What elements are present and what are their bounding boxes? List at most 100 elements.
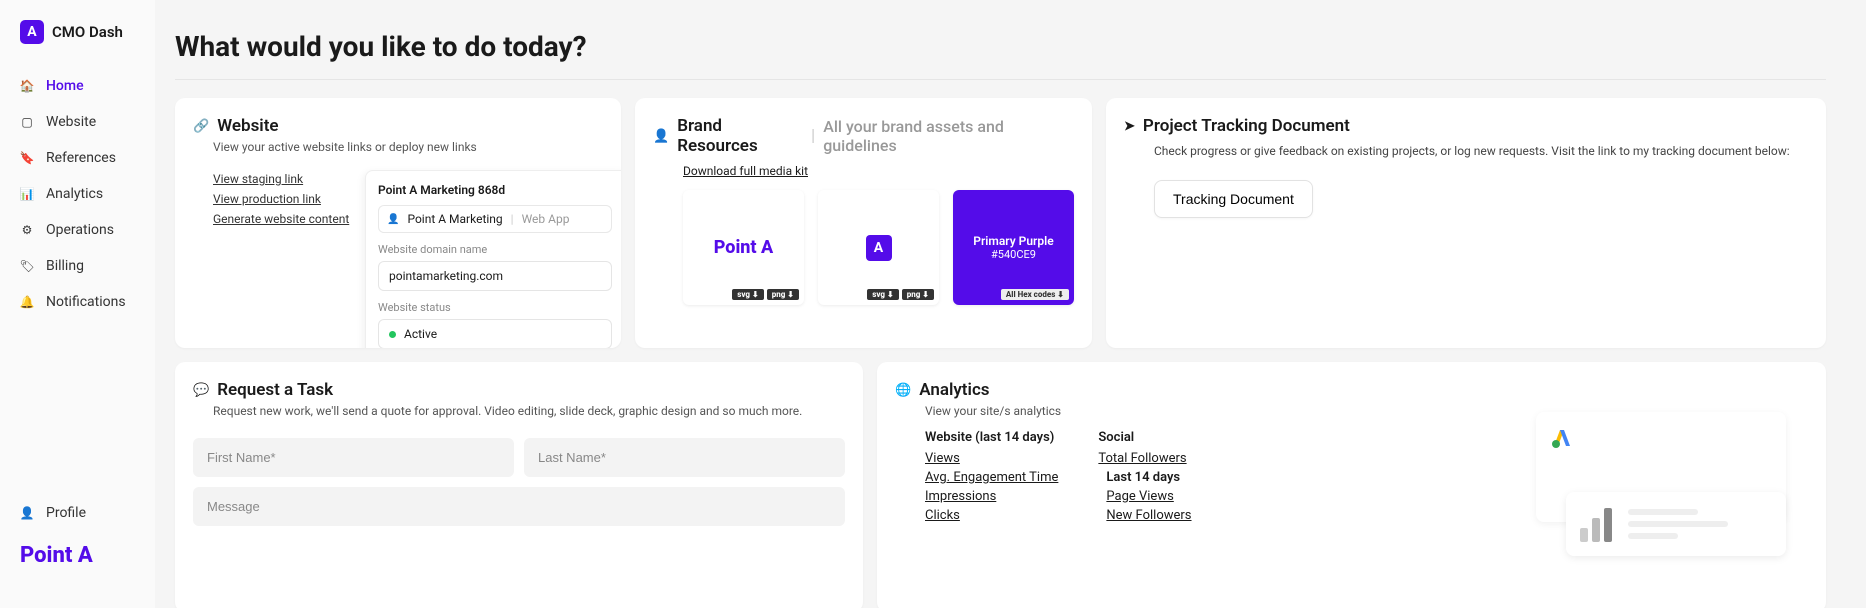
brand-tile-color[interactable]: Primary Purple #540CE9 All Hex codes ⬇ — [953, 190, 1074, 305]
website-card-title: Website — [217, 116, 278, 136]
color-hex: #540CE9 — [991, 248, 1036, 261]
name-row — [193, 438, 845, 477]
app-logo[interactable]: A CMO Dash — [0, 20, 155, 68]
preview-heading: Point A Marketing 868d — [378, 183, 612, 197]
wordmark-text: Point A — [714, 237, 773, 258]
page-title: What would you like to do today? — [175, 30, 1826, 80]
website-card-subtitle: View your active website links or deploy… — [193, 140, 603, 154]
sidebar-item-billing[interactable]: 🏷 Billing — [0, 248, 155, 284]
logo-icon: A — [20, 20, 44, 44]
social-col-title: Social — [1098, 430, 1191, 445]
preview-org-row: 👤 Point A Marketing | Web App — [378, 205, 612, 233]
preview-org-name: Point A Marketing — [407, 212, 502, 226]
website-preview-panel: Point A Marketing 868d 👤 Point A Marketi… — [365, 170, 621, 348]
mock-bottom-card — [1566, 492, 1786, 556]
brand-tile-wordmark[interactable]: Point A svg ⬇ png ⬇ — [683, 190, 804, 305]
sidebar-item-label: Profile — [46, 505, 86, 521]
tracking-card-title: Project Tracking Document — [1143, 116, 1350, 136]
brand-card-subtitle: All your brand assets and guidelines — [823, 117, 1074, 155]
mock-lines — [1628, 509, 1728, 539]
sidebar-item-home[interactable]: 🏠 Home — [0, 68, 155, 104]
google-ads-icon — [1550, 426, 1572, 448]
status-value-row: Active — [378, 319, 612, 348]
analytics-card: 🌐 Analytics View your site/s analytics W… — [877, 362, 1826, 608]
sidebar-brand-text: Point A — [0, 531, 155, 568]
link-icon: 🔗 — [193, 119, 209, 134]
message-input[interactable] — [193, 487, 845, 526]
brand-tile-logomark[interactable]: A svg ⬇ png ⬇ — [818, 190, 939, 305]
request-card-header: 💬 Request a Task — [193, 380, 845, 400]
website-col-title: Website (last 14 days) — [925, 430, 1058, 445]
brand-card-header: 👤 Brand Resources | All your brand asset… — [653, 116, 1074, 156]
operations-icon: ⚙ — [20, 223, 34, 237]
home-icon: 🏠 — [20, 79, 34, 93]
preview-org-type: Web App — [522, 212, 570, 226]
views-link[interactable]: Views — [925, 451, 1058, 466]
user-icon: 👤 — [387, 214, 399, 225]
engagement-link[interactable]: Avg. Engagement Time — [925, 470, 1058, 485]
last14-label: Last 14 days — [1106, 470, 1191, 485]
references-icon: 🔖 — [20, 151, 34, 165]
mock-bar-chart-icon — [1580, 506, 1612, 542]
sidebar-item-label: Home — [46, 78, 84, 94]
tile-badges: svg ⬇ png ⬇ — [732, 289, 799, 300]
analytics-card-header: 🌐 Analytics — [895, 380, 1808, 400]
request-card-title: Request a Task — [217, 380, 333, 400]
sidebar-bottom: 👤 Profile Point A — [0, 495, 155, 588]
brand-card: 👤 Brand Resources | All your brand asset… — [635, 98, 1092, 348]
sidebar-item-label: Operations — [46, 222, 114, 238]
download-media-kit-link[interactable]: Download full media kit — [683, 164, 808, 178]
website-card-header: 🔗 Website — [193, 116, 603, 136]
analytics-social-col: Social Total Followers Last 14 days Page… — [1098, 430, 1191, 527]
analytics-website-col: Website (last 14 days) Views Avg. Engage… — [925, 430, 1058, 527]
app-name: CMO Dash — [52, 23, 123, 41]
sidebar-item-label: Website — [46, 114, 96, 130]
sidebar-item-label: Notifications — [46, 294, 126, 310]
clicks-link[interactable]: Clicks — [925, 508, 1058, 523]
chat-icon: 💬 — [193, 383, 209, 398]
tile-badges: All Hex codes ⬇ — [1001, 289, 1069, 300]
card-row-2: 💬 Request a Task Request new work, we'll… — [175, 362, 1826, 608]
sidebar-item-operations[interactable]: ⚙ Operations — [0, 212, 155, 248]
page-views-link[interactable]: Page Views — [1106, 489, 1191, 504]
logomark-icon: A — [866, 235, 892, 261]
sidebar-nav: 🏠 Home ▢ Website 🔖 References 📊 Analytic… — [0, 68, 155, 495]
globe-icon: 🌐 — [895, 383, 911, 398]
last-name-input[interactable] — [524, 438, 845, 477]
tracking-document-button[interactable]: Tracking Document — [1154, 180, 1313, 218]
sidebar-item-analytics[interactable]: 📊 Analytics — [0, 176, 155, 212]
sidebar-item-website[interactable]: ▢ Website — [0, 104, 155, 140]
color-name: Primary Purple — [973, 234, 1053, 248]
followers-link[interactable]: Total Followers — [1098, 451, 1191, 466]
sidebar-item-profile[interactable]: 👤 Profile — [0, 495, 155, 531]
notifications-icon: 🔔 — [20, 295, 34, 309]
website-icon: ▢ — [20, 115, 34, 129]
impressions-link[interactable]: Impressions — [925, 489, 1058, 504]
svg-badge[interactable]: svg ⬇ — [732, 289, 763, 300]
main-content: What would you like to do today? 🔗 Websi… — [155, 0, 1866, 608]
status-value: Active — [404, 327, 437, 341]
new-followers-link[interactable]: New Followers — [1106, 508, 1191, 523]
brand-tiles: Point A svg ⬇ png ⬇ A svg ⬇ png ⬇ Primar… — [653, 190, 1074, 305]
sidebar-item-references[interactable]: 🔖 References — [0, 140, 155, 176]
sidebar-item-label: Billing — [46, 258, 84, 274]
person-icon: 👤 — [653, 129, 669, 144]
first-name-input[interactable] — [193, 438, 514, 477]
request-card: 💬 Request a Task Request new work, we'll… — [175, 362, 863, 608]
png-badge[interactable]: png ⬇ — [767, 289, 799, 300]
divider: | — [511, 212, 514, 226]
domain-label: Website domain name — [378, 243, 612, 256]
tracking-description: Check progress or give feedback on exist… — [1124, 142, 1808, 160]
card-row-1: 🔗 Website View your active website links… — [175, 98, 1826, 348]
sidebar-item-notifications[interactable]: 🔔 Notifications — [0, 284, 155, 320]
analytics-card-title: Analytics — [919, 380, 989, 400]
arrow-icon: ➤ — [1124, 119, 1135, 134]
analytics-icon: 📊 — [20, 187, 34, 201]
sidebar-item-label: Analytics — [46, 186, 103, 202]
brand-card-title: Brand Resources — [677, 116, 803, 156]
png-badge[interactable]: png ⬇ — [902, 289, 934, 300]
hex-codes-badge[interactable]: All Hex codes ⬇ — [1001, 289, 1069, 300]
svg-badge[interactable]: svg ⬇ — [867, 289, 898, 300]
domain-value: pointamarketing.com — [378, 261, 612, 291]
status-dot-icon — [389, 331, 396, 338]
